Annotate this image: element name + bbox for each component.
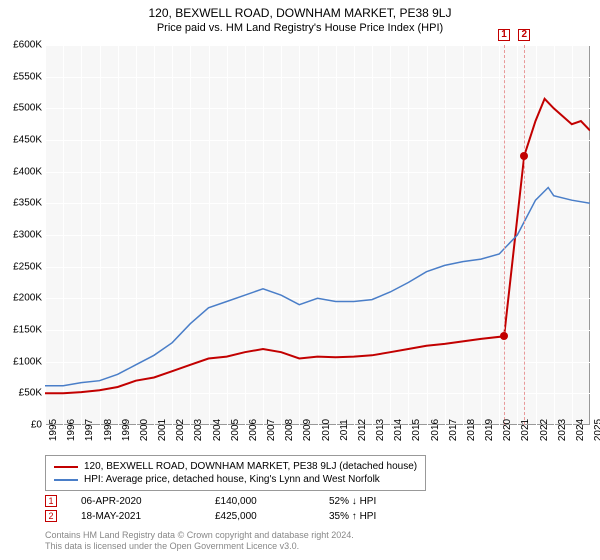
legend-item: 120, BEXWELL ROAD, DOWNHAM MARKET, PE38 … xyxy=(54,460,417,473)
x-axis-label: 2025 xyxy=(593,419,600,441)
y-axis-label: £400K xyxy=(2,166,42,177)
x-axis-label: 2022 xyxy=(539,419,550,441)
x-axis-label: 2005 xyxy=(230,419,241,441)
y-axis-label: £150K xyxy=(2,325,42,336)
x-axis-label: 2008 xyxy=(284,419,295,441)
y-axis-label: £50K xyxy=(2,388,42,399)
y-axis-label: £200K xyxy=(2,293,42,304)
event-vline xyxy=(504,45,505,425)
x-axis-label: 2021 xyxy=(520,419,531,441)
legend-item: HPI: Average price, detached house, King… xyxy=(54,473,417,486)
x-axis-label: 2009 xyxy=(302,419,313,441)
event-row-price: £425,000 xyxy=(215,511,325,522)
y-axis-label: £550K xyxy=(2,71,42,82)
x-axis-label: 2011 xyxy=(339,419,350,441)
event-vline xyxy=(524,45,525,425)
x-axis-label: 2019 xyxy=(484,419,495,441)
line-series-layer xyxy=(45,45,590,425)
event-row-number: 2 xyxy=(45,510,57,522)
footer-line-1: Contains HM Land Registry data © Crown c… xyxy=(45,530,354,541)
x-axis-label: 2010 xyxy=(321,419,332,441)
y-axis-label: £0 xyxy=(2,420,42,431)
x-axis-label: 2003 xyxy=(193,419,204,441)
event-marker-number: 2 xyxy=(518,29,530,41)
x-axis-label: 2016 xyxy=(430,419,441,441)
legend-swatch xyxy=(54,466,78,468)
y-axis-label: £500K xyxy=(2,103,42,114)
x-axis-label: 1996 xyxy=(66,419,77,441)
event-row: 1 06-APR-2020 £140,000 52% ↓ HPI xyxy=(45,495,429,507)
x-axis-label: 2002 xyxy=(175,419,186,441)
chart-title: 120, BEXWELL ROAD, DOWNHAM MARKET, PE38 … xyxy=(0,0,600,20)
x-axis-label: 2018 xyxy=(466,419,477,441)
event-row-delta: 35% ↑ HPI xyxy=(329,511,429,522)
event-dot xyxy=(500,332,508,340)
x-axis-label: 2000 xyxy=(139,419,150,441)
gridline-v xyxy=(590,45,591,425)
y-axis-label: £450K xyxy=(2,135,42,146)
x-axis-label: 2017 xyxy=(448,419,459,441)
x-axis-label: 2012 xyxy=(357,419,368,441)
event-row: 2 18-MAY-2021 £425,000 35% ↑ HPI xyxy=(45,510,429,522)
y-axis-label: £250K xyxy=(2,261,42,272)
series-property xyxy=(45,99,590,394)
event-row-delta: 52% ↓ HPI xyxy=(329,496,429,507)
x-axis-label: 1995 xyxy=(48,419,59,441)
x-axis-label: 2013 xyxy=(375,419,386,441)
x-axis-label: 2020 xyxy=(502,419,513,441)
legend-box: 120, BEXWELL ROAD, DOWNHAM MARKET, PE38 … xyxy=(45,455,426,491)
x-axis-label: 2015 xyxy=(411,419,422,441)
x-axis-label: 2006 xyxy=(248,419,259,441)
footer-attribution: Contains HM Land Registry data © Crown c… xyxy=(45,530,354,552)
event-row-date: 18-MAY-2021 xyxy=(81,511,211,522)
event-row-price: £140,000 xyxy=(215,496,325,507)
x-axis-label: 1998 xyxy=(103,419,114,441)
x-axis-label: 1997 xyxy=(84,419,95,441)
x-axis-label: 2014 xyxy=(393,419,404,441)
event-row-date: 06-APR-2020 xyxy=(81,496,211,507)
event-marker-number: 1 xyxy=(498,29,510,41)
event-table: 1 06-APR-2020 £140,000 52% ↓ HPI 2 18-MAY-202… xyxy=(45,495,429,525)
footer-line-2: This data is licensed under the Open Gov… xyxy=(45,541,354,552)
x-axis-label: 2023 xyxy=(557,419,568,441)
chart-area: 12 £0£50K£100K£150K£200K£250K£300K£350K£… xyxy=(45,45,590,425)
y-axis-label: £300K xyxy=(2,230,42,241)
x-axis-label: 2004 xyxy=(212,419,223,441)
legend-label: 120, BEXWELL ROAD, DOWNHAM MARKET, PE38 … xyxy=(84,461,417,472)
y-axis-label: £600K xyxy=(2,40,42,51)
legend-swatch xyxy=(54,479,78,481)
x-axis-label: 2007 xyxy=(266,419,277,441)
x-axis-label: 2001 xyxy=(157,419,168,441)
x-axis-label: 1999 xyxy=(121,419,132,441)
legend-label: HPI: Average price, detached house, King… xyxy=(84,474,380,485)
x-axis-label: 2024 xyxy=(575,419,586,441)
y-axis-label: £350K xyxy=(2,198,42,209)
event-dot xyxy=(520,152,528,160)
event-row-number: 1 xyxy=(45,495,57,507)
y-axis-label: £100K xyxy=(2,356,42,367)
